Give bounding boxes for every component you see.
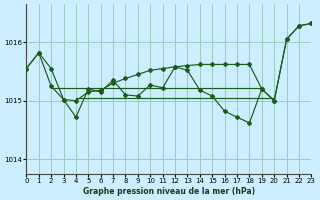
X-axis label: Graphe pression niveau de la mer (hPa): Graphe pression niveau de la mer (hPa) bbox=[83, 187, 255, 196]
